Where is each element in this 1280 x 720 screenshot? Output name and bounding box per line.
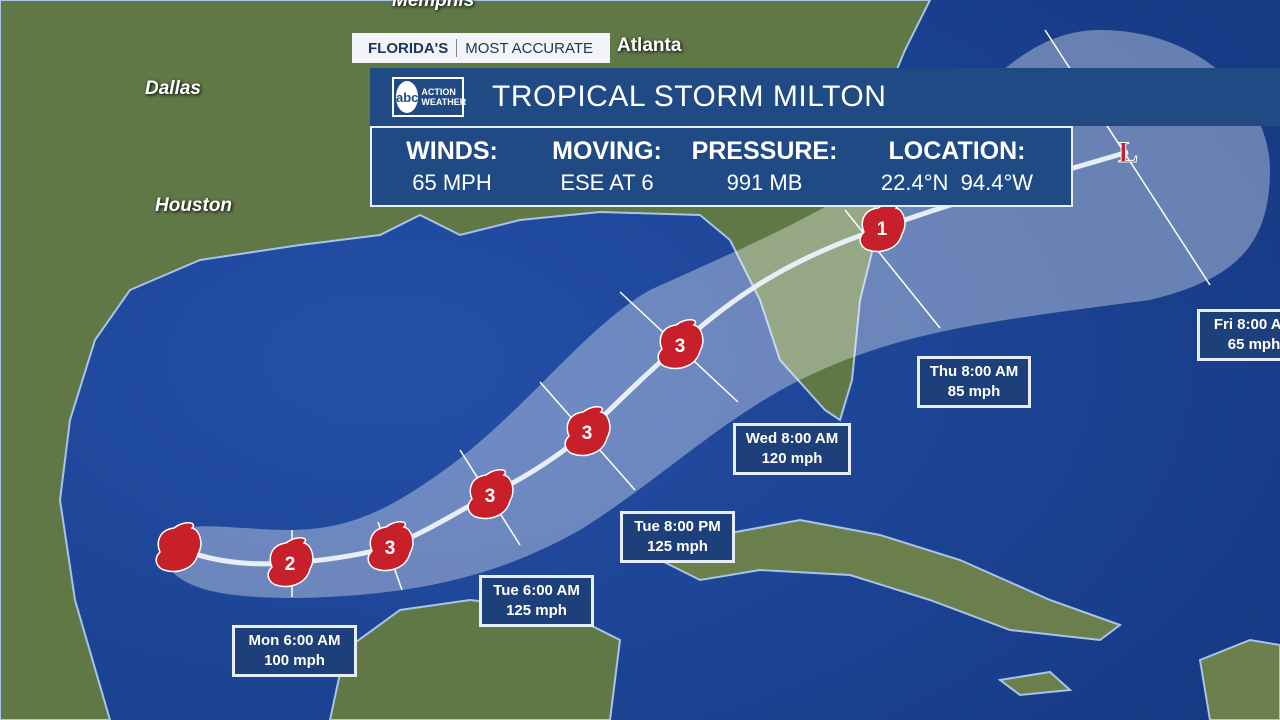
longitude: 94.4°W (960, 170, 1034, 195)
title-banner: abc ACTION WEATHER TROPICAL STORM MILTON (370, 68, 1280, 126)
storm-icon-0 (155, 522, 202, 573)
hurricane-symbol (657, 319, 704, 370)
storm-info-panel: WINDS: 65 MPH MOVING: ESE AT 6 PRESSURE: 99… (370, 126, 1073, 207)
label-wind: 65 mph (1227, 336, 1280, 353)
city-dallas: Dallas (145, 78, 201, 99)
label-time: Tue 6:00 AM (493, 582, 580, 599)
forecast-label-wed: Wed 8:00 AM 120 mph (733, 423, 851, 475)
land-jamaica (997, 670, 1073, 697)
logo-line1: ACTION (421, 87, 456, 97)
pressure-label: PRESSURE: (691, 137, 838, 165)
land-hispaniola (1198, 638, 1280, 720)
winds-label: WINDS: (406, 137, 498, 165)
abc-action-weather-logo: abc ACTION WEATHER (392, 77, 466, 117)
abc-logo-circle: abc (396, 81, 419, 113)
latitude: 22.4°N (880, 170, 949, 195)
storm-icon-7: L (1117, 136, 1138, 170)
hurricane-symbol (367, 521, 414, 572)
winds-value: 65 MPH (412, 170, 492, 195)
label-wind: 125 mph (647, 538, 708, 555)
hurricane-symbol (467, 469, 514, 520)
category-number: 3 (582, 423, 593, 444)
hurricane-symbol (564, 406, 611, 457)
storm-icon-1: 2 (267, 537, 314, 588)
label-time: Fri 8:00 AM (1213, 316, 1280, 333)
city-atlanta: Atlanta (617, 35, 682, 56)
low-marker: L (1118, 136, 1138, 169)
location-value: 22.4°N 94.4°W (881, 170, 1033, 196)
pressure-value: 991 MB (726, 170, 803, 195)
label-wind: 85 mph (947, 383, 1001, 400)
category-number: 2 (285, 554, 296, 575)
logo-line2: WEATHER (421, 97, 467, 107)
city-memphis: Memphis (392, 0, 475, 11)
label-time: Wed 8:00 AM (745, 430, 839, 447)
forecast-label-fri: Fri 8:00 AM 65 mph (1197, 309, 1280, 361)
hurricane-symbol (155, 522, 202, 573)
forecast-label-tue-am: Tue 6:00 AM 125 mph (479, 575, 594, 627)
location: LOCATION: 22.4°N 94.4°W (847, 128, 1067, 205)
category-number: 3 (485, 486, 496, 507)
location-label: LOCATION: (888, 137, 1026, 165)
tagline-text: MOST ACCURATE (465, 39, 594, 57)
label-time: Tue 8:00 PM (634, 518, 721, 535)
storm-icon-4: 3 (564, 406, 611, 457)
category-number: 3 (385, 538, 396, 559)
logo-text: ACTION WEATHER (421, 87, 466, 107)
tagline-brand: FLORIDA'S (368, 39, 449, 57)
label-wind: 120 mph (761, 450, 823, 467)
storm-title: TROPICAL STORM MILTON (492, 80, 887, 113)
category-number: 1 (877, 219, 888, 240)
moving-label: MOVING: (552, 137, 662, 165)
moving: MOVING: ESE AT 6 (532, 128, 682, 205)
storm-icon-2: 3 (367, 521, 414, 572)
hurricane-symbol (267, 537, 314, 588)
pressure: PRESSURE: 991 MB (682, 128, 847, 205)
city-houston: Houston (155, 195, 233, 216)
label-time: Thu 8:00 AM (929, 363, 1019, 380)
storm-icon-5: 3 (657, 319, 704, 370)
land-cuba (657, 518, 1123, 642)
forecast-label-thu: Thu 8:00 AM 85 mph (917, 356, 1031, 408)
label-time: Mon 6:00 AM (248, 632, 341, 649)
forecast-label-tue-pm: Tue 8:00 PM 125 mph (620, 511, 735, 563)
tagline: FLORIDA'S MOST ACCURATE (352, 33, 610, 63)
winds: WINDS: 65 MPH (372, 128, 532, 205)
label-wind: 125 mph (506, 602, 567, 619)
forecast-label-mon: Mon 6:00 AM 100 mph (232, 625, 357, 677)
category-number: 3 (675, 336, 686, 357)
moving-value: ESE AT 6 (560, 170, 654, 195)
divider (456, 39, 458, 57)
label-wind: 100 mph (264, 652, 325, 669)
storm-icon-3: 3 (467, 469, 514, 520)
